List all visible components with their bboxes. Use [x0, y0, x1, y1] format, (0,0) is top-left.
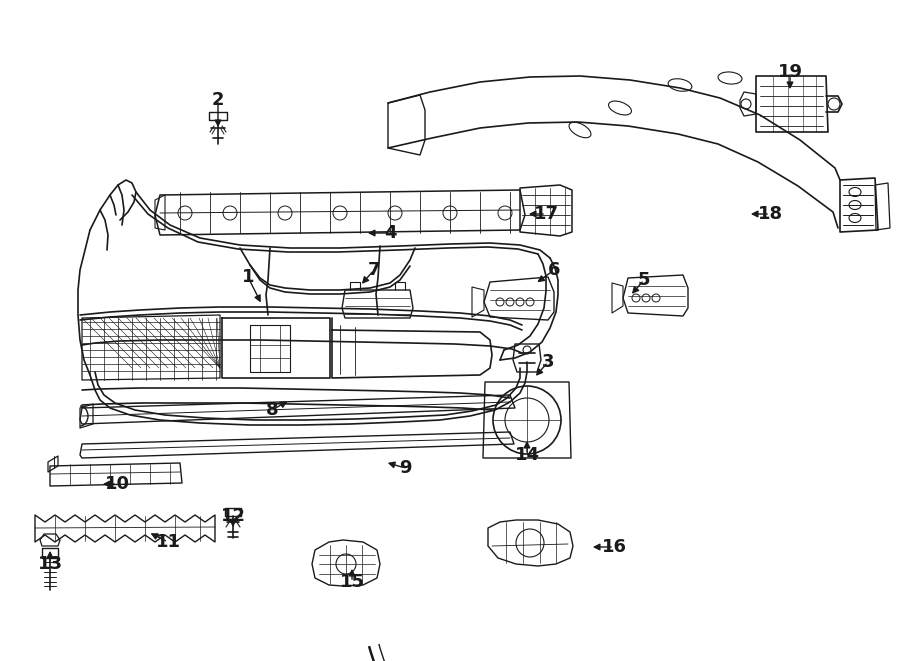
- Text: 16: 16: [601, 538, 626, 556]
- Text: 2: 2: [212, 91, 224, 109]
- Text: 11: 11: [156, 533, 181, 551]
- Text: 8: 8: [266, 401, 278, 419]
- Text: 7: 7: [368, 261, 380, 279]
- Text: 17: 17: [534, 205, 559, 223]
- Text: 6: 6: [548, 261, 560, 279]
- Text: 10: 10: [104, 475, 130, 493]
- Text: 14: 14: [515, 446, 539, 464]
- Text: 15: 15: [339, 573, 365, 591]
- Text: 1: 1: [242, 268, 254, 286]
- Text: 18: 18: [758, 205, 783, 223]
- Text: 4: 4: [383, 224, 396, 242]
- Text: 3: 3: [542, 353, 554, 371]
- Text: 5: 5: [638, 271, 650, 289]
- Text: 9: 9: [399, 459, 411, 477]
- Text: 13: 13: [38, 555, 62, 573]
- Text: 19: 19: [778, 63, 803, 81]
- Text: 12: 12: [220, 507, 246, 525]
